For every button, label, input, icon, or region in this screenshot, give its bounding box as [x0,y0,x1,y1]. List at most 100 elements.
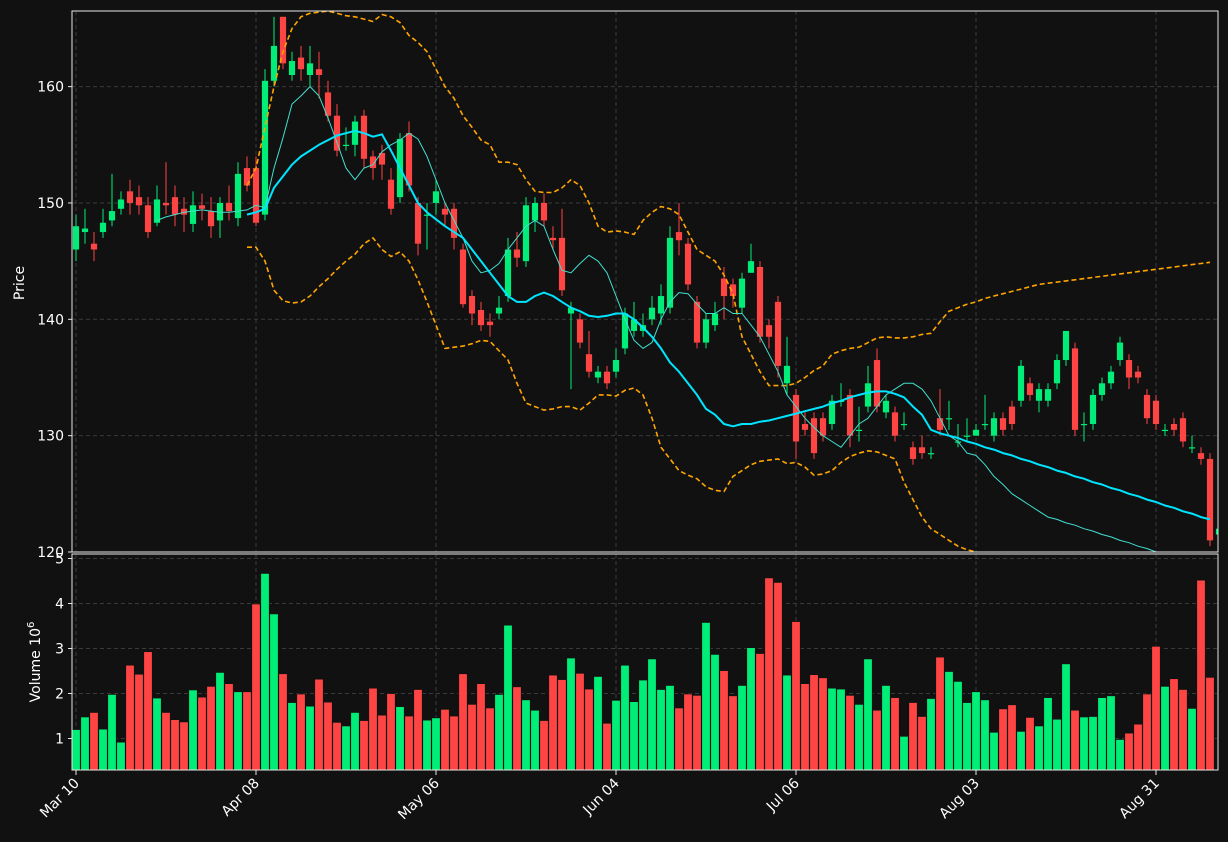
candle-body [81,228,89,233]
candle-body [675,232,683,241]
volume-bar [134,673,144,770]
price-tick-label: 140 [37,312,64,328]
volume-bar [926,698,936,770]
volume-bar [854,703,864,770]
candle-body [747,261,755,273]
moving-average-fast-line [156,86,1159,552]
candle-body [1017,365,1025,401]
volume-tick-label: 2 [55,687,64,703]
candle-body [351,121,359,145]
candle-body [288,61,296,75]
volume-bar [872,709,882,770]
volume-bar [638,679,648,770]
volume-bar [1124,732,1134,770]
volume-bar [332,721,342,770]
volume-bar [629,701,639,770]
volume-bar [1133,723,1143,770]
volume-bar [449,715,459,770]
volume-bar [494,694,504,770]
candle-body [270,45,278,81]
volume-bar [773,581,783,770]
candle-body [630,319,638,331]
candle-body [1125,360,1133,378]
candle-body [1134,371,1142,378]
volume-bar [476,683,486,770]
candle-body [468,296,476,314]
candle-body [828,400,836,425]
candle-body [153,199,161,223]
volume-bar [890,697,900,770]
volume-bar [305,705,315,770]
candle-body [873,360,881,407]
candle-body [369,156,377,169]
candle-body [648,307,656,320]
volume-bar [647,658,657,770]
candle-body [657,296,665,314]
price-marks [72,11,1218,552]
volume-bar [1025,716,1035,770]
candle-body [279,16,287,64]
candle-body [702,319,710,343]
volume-bar [719,670,729,770]
volume-bar [746,647,756,770]
volume-bar [125,664,135,770]
volume-bar [953,680,963,770]
candle-body [1008,406,1016,425]
volume-bar [386,693,396,770]
volume-bar [1178,689,1188,770]
volume-bar [827,687,837,770]
candle-body [450,208,458,238]
volume-bar [980,699,990,770]
volume-bar [368,687,378,770]
volume-bar [197,696,207,770]
volume-bar [143,651,153,770]
volume-bar [656,689,666,770]
volume-bar [179,721,189,770]
volume-bar [1088,716,1098,770]
volume-bar [935,656,945,770]
candle-body [108,211,116,221]
candle-body [612,360,620,372]
candle-body [117,199,125,209]
candle-body [684,243,692,285]
candle-body [918,447,926,454]
volume-bar [791,621,801,770]
candle-body [729,284,737,297]
volume-bar [1187,707,1197,770]
volume-bar [80,716,90,770]
volume-bar [989,731,999,770]
volume-bar [1079,716,1089,770]
candle-body [1062,330,1070,361]
volume-bar [548,674,558,770]
candle-body [621,313,629,349]
candle-body [1152,400,1160,425]
volume-bar [278,673,288,770]
volume-bar [224,683,234,770]
volume-bar [377,714,387,770]
candle-body [981,424,989,426]
candle-body [792,394,800,442]
bollinger-upper-line [246,11,1211,387]
candle-body [189,205,197,224]
candle-body [387,179,395,209]
candle-body [927,453,935,455]
volume-bar [170,719,180,770]
candle-body [765,325,773,337]
volume-panel: 1 2 3 4 5 Volume 106 [26,552,1219,771]
volume-bar [269,613,279,770]
price-panel: 120 130 140 150 160 Price [12,10,1219,561]
volume-bar [296,693,306,770]
candle-body [864,383,872,407]
candle-body [1197,453,1205,459]
volume-bar [728,695,738,770]
candle-body [972,429,980,436]
candle-body [882,400,890,413]
candle-body [72,226,80,250]
candle-body [1188,447,1196,449]
candle-body [909,447,917,459]
volume-bar [314,678,324,770]
candle-body [1161,429,1169,432]
candle-body [243,168,251,186]
volume-tick-label: 5 [55,552,64,568]
candle-body [495,307,503,314]
